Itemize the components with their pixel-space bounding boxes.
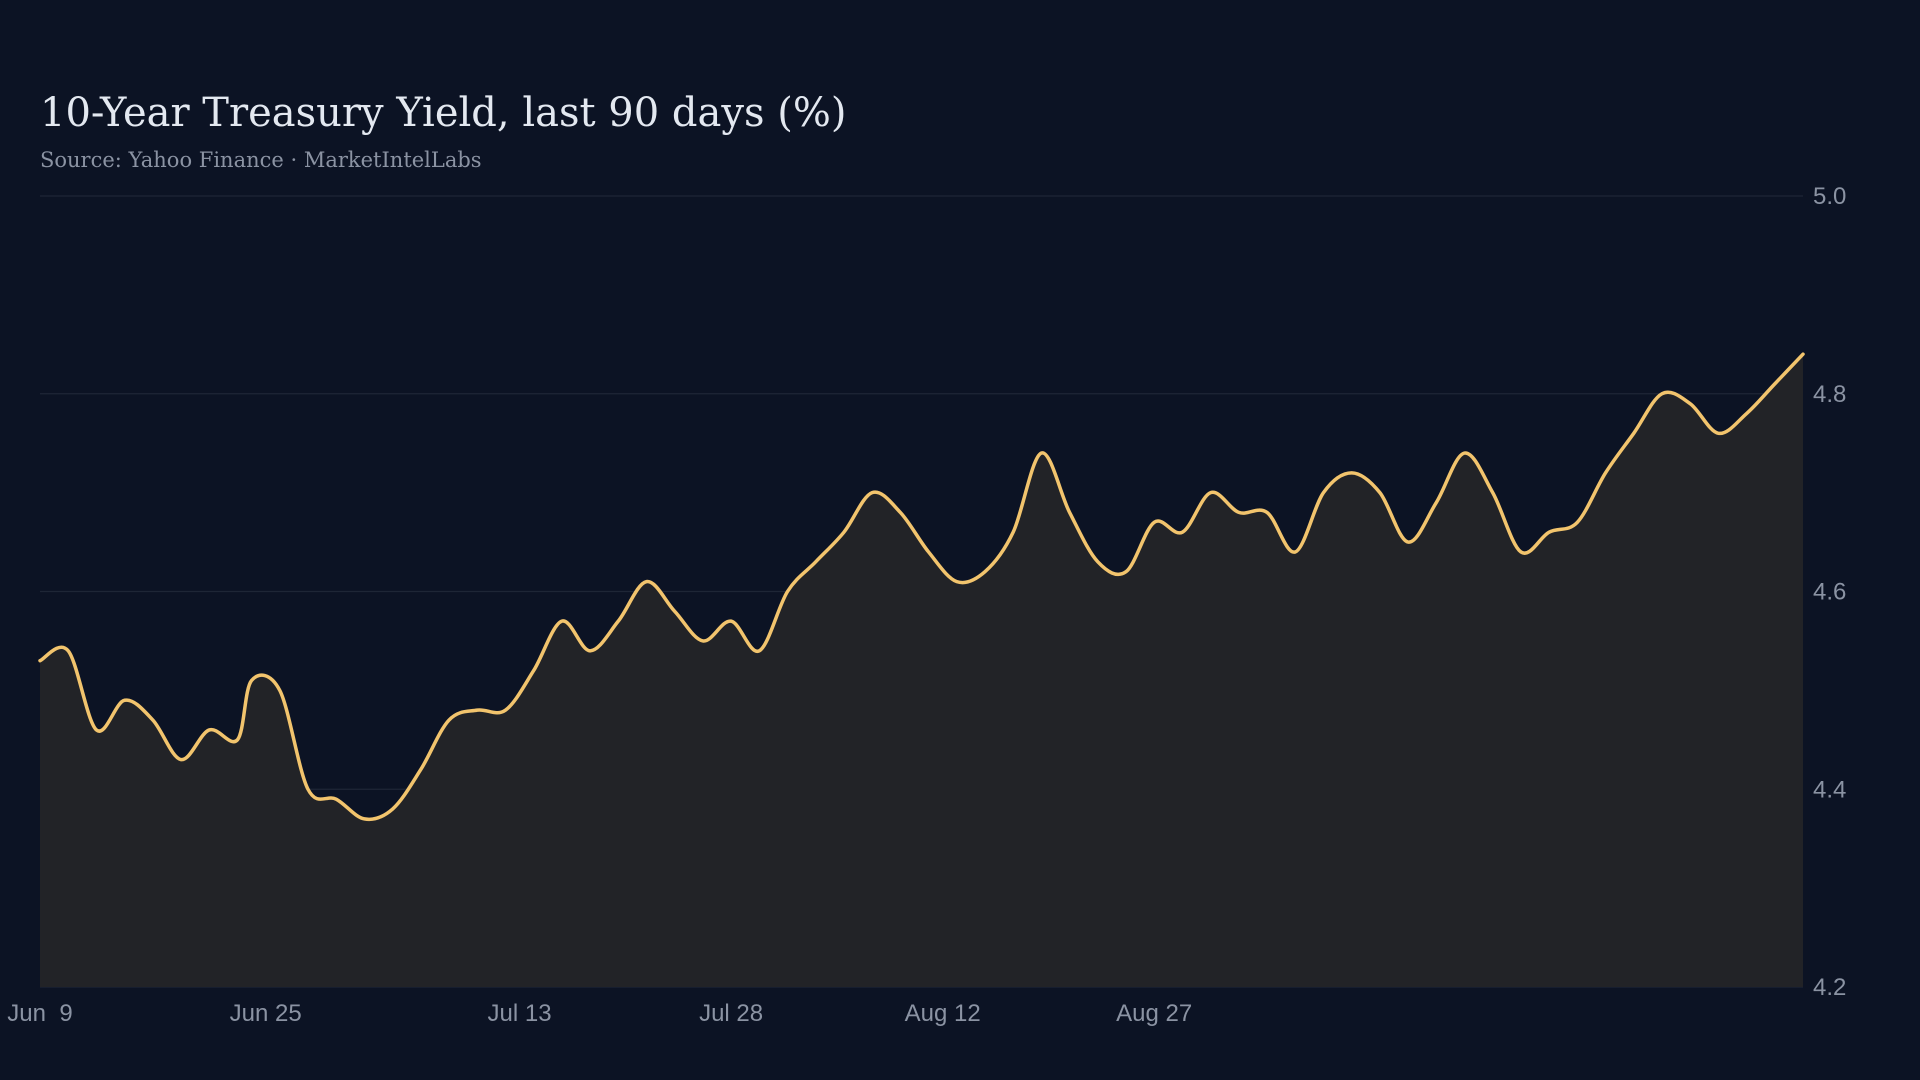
y-tick-label: 5.0: [1813, 183, 1846, 210]
y-tick-label: 4.8: [1813, 381, 1846, 408]
x-tick-label: Jul 28: [699, 1000, 763, 1027]
data-point: [503, 708, 507, 712]
series-line: [38, 352, 1805, 822]
data-point: [278, 688, 282, 692]
data-point: [588, 649, 592, 653]
data-point: [250, 678, 254, 682]
data-point: [1378, 491, 1382, 495]
data-point: [1632, 431, 1636, 435]
data-point: [207, 728, 211, 732]
data-point: [532, 669, 536, 673]
data-point: [475, 708, 479, 712]
data-point: [673, 609, 677, 613]
data-point: [362, 817, 366, 821]
data-point: [235, 738, 239, 742]
data-point: [1660, 392, 1664, 396]
data-point: [644, 580, 648, 584]
data-point: [1406, 540, 1410, 544]
data-point: [898, 510, 902, 514]
data-point: [1463, 451, 1467, 455]
data-point: [616, 619, 620, 623]
data-point: [786, 590, 790, 594]
data-point: [1011, 530, 1015, 534]
data-point: [701, 639, 705, 643]
y-tick-label: 4.4: [1813, 776, 1846, 803]
data-point: [1068, 510, 1072, 514]
data-point: [1265, 510, 1269, 514]
data-point: [1604, 471, 1608, 475]
data-point: [1293, 550, 1297, 554]
data-point: [1124, 570, 1128, 574]
data-point: [927, 550, 931, 554]
data-point: [151, 718, 155, 722]
chart-subtitle: Source: Yahoo Finance · MarketIntelLabs: [40, 148, 482, 172]
data-point: [1209, 491, 1213, 495]
data-point: [729, 619, 733, 623]
x-axis: Jun 9 Jun 25 Jul 13 Jul 28 Aug 12 Aug 27: [7, 1000, 1192, 1027]
data-point: [1716, 431, 1720, 435]
chart-title: 10-Year Treasury Yield, last 90 days (%): [40, 90, 847, 136]
x-tick-label: Jun 9: [7, 1000, 72, 1027]
data-point: [870, 491, 874, 495]
data-point: [1180, 530, 1184, 534]
data-point: [955, 580, 959, 584]
x-tick-label: Jun 25: [230, 1000, 302, 1027]
y-tick-label: 4.2: [1813, 974, 1846, 1001]
data-point: [983, 570, 987, 574]
data-point: [38, 659, 42, 663]
data-point: [1773, 382, 1777, 386]
data-point: [814, 560, 818, 564]
data-point: [66, 649, 70, 653]
data-point: [1434, 501, 1438, 505]
data-point: [179, 758, 183, 762]
data-point: [1237, 510, 1241, 514]
data-point: [560, 619, 564, 623]
data-point: [1491, 491, 1495, 495]
data-point: [1152, 520, 1156, 524]
area-fill: [40, 354, 1803, 987]
x-tick-label: Aug 12: [905, 1000, 981, 1027]
data-point: [1688, 402, 1692, 406]
data-point: [1575, 520, 1579, 524]
data-point: [1801, 352, 1805, 356]
data-point: [123, 698, 127, 702]
data-point: [306, 787, 310, 791]
data-point: [447, 718, 451, 722]
data-point: [419, 767, 423, 771]
data-point: [757, 649, 761, 653]
data-point: [1350, 471, 1354, 475]
data-point: [1745, 412, 1749, 416]
data-point: [1547, 530, 1551, 534]
data-point: [1321, 491, 1325, 495]
data-point: [1039, 451, 1043, 455]
data-point: [94, 728, 98, 732]
data-point: [1096, 560, 1100, 564]
x-tick-label: Aug 27: [1116, 1000, 1192, 1027]
x-tick-label: Jul 13: [488, 1000, 552, 1027]
data-point: [1519, 550, 1523, 554]
y-tick-label: 4.6: [1813, 579, 1846, 606]
data-point: [334, 797, 338, 801]
data-point: [391, 807, 395, 811]
y-axis: 4.2 4.4 4.6 4.8 5.0: [1813, 183, 1846, 1001]
data-point: [842, 530, 846, 534]
